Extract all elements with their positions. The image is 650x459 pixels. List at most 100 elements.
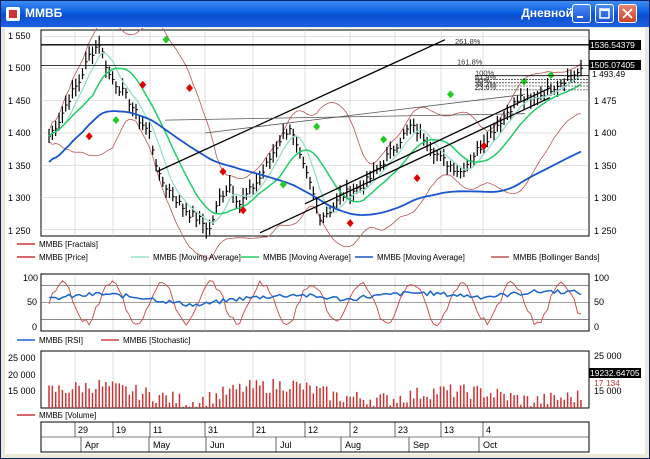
- x-month-label: Jun: [210, 440, 225, 450]
- maximize-icon: [599, 8, 610, 19]
- x-day-label: 12: [308, 425, 318, 435]
- bollinger-line: [48, 20, 582, 180]
- volume-tick: 25 000: [8, 353, 36, 363]
- channel-mid: [304, 87, 551, 205]
- price-tick-right: 1 400: [594, 128, 617, 138]
- volume-tick-right: 15 000: [594, 386, 622, 396]
- label-box: [589, 40, 641, 50]
- legend-price: ММВБ [Price]: [39, 253, 88, 262]
- stochastic-line: [48, 279, 582, 327]
- volume-tick-right: 25 000: [594, 351, 622, 361]
- x-day-label: 21: [256, 425, 266, 435]
- fractal-marker: [279, 180, 287, 189]
- x-day-label: 11: [153, 425, 162, 435]
- volume-tick: 20 000: [8, 370, 36, 380]
- fractal-marker: [139, 80, 147, 89]
- price-tick: 1 350: [8, 161, 31, 171]
- moving-averages: [48, 51, 582, 224]
- x-month-label: May: [153, 440, 171, 450]
- fib-label: 23.6%: [475, 83, 497, 92]
- minimize-button[interactable]: [572, 4, 591, 23]
- volume-label-box: [589, 368, 641, 378]
- x-axis: 29 19 11 31 21 12 2 23 13 4 Apr May Jun Jul Aug Sep Oct: [41, 422, 589, 452]
- osc-tick-right: 50: [594, 297, 604, 307]
- channel-upper: [156, 39, 446, 173]
- close-icon: [622, 8, 633, 19]
- close-button[interactable]: [618, 4, 637, 23]
- volume-legend: ММВБ [Volume]: [17, 411, 96, 420]
- x-day-label: 19: [116, 425, 126, 435]
- fib-label: 100%: [475, 68, 495, 77]
- x-month-label: Oct: [483, 440, 498, 450]
- price-tick-right: 1 350: [594, 161, 617, 171]
- x-month-label: Apr: [85, 440, 99, 450]
- fractal-marker: [413, 174, 421, 183]
- x-day-label: 4: [486, 425, 491, 435]
- x-day-label: 29: [78, 425, 88, 435]
- fractal-marker: [346, 219, 354, 228]
- osc-tick-right: 0: [594, 322, 599, 332]
- x-day-label: 31: [208, 425, 218, 435]
- fractal-marker: [447, 90, 455, 99]
- support-line: [204, 93, 526, 134]
- legend-ma-slow: ММВБ [Moving Average]: [377, 253, 465, 262]
- volume-bars: [48, 379, 582, 408]
- price-tick: 1 300: [8, 193, 31, 203]
- chart-area[interactable]: 261.8% 161.8% 100% 61.8% 50% 38.2% 23.6% 1 550…: [5, 20, 645, 454]
- fib-label: 38.2%: [475, 79, 497, 88]
- title-bar[interactable]: ММВБ Дневной: [1, 1, 649, 27]
- osc-tick: 0: [32, 322, 37, 332]
- fractal-marker: [85, 132, 93, 141]
- price-y-axis-left: 1 550 1 500 1 450 1 400 1 350 1 300 1 25…: [8, 31, 31, 236]
- price-tick-right: 1 300: [594, 193, 617, 203]
- volume-current-label: 17 134: [594, 378, 620, 388]
- label-box-text: 1536.54379: [590, 40, 635, 50]
- fib-label: 61.8%: [475, 73, 497, 82]
- legend-fractals: ММВБ [Fractals]: [39, 240, 98, 249]
- trend-channels: [156, 39, 551, 234]
- current-price-label: 1 493.49: [592, 69, 625, 79]
- fibonacci-levels: 261.8% 161.8% 100%61.8%50%38.2%23.6%: [41, 37, 589, 92]
- fractal-marker: [547, 71, 555, 80]
- x-month-label: Jul: [280, 440, 292, 450]
- moving-average-line: [48, 51, 582, 224]
- x-month-label: Aug: [345, 440, 361, 450]
- fractal-marker: [239, 206, 247, 215]
- fib-label: 261.8%: [455, 37, 481, 46]
- osc-y-axis: 100 50 0 100 50 0: [23, 273, 609, 332]
- x-day-label: 13: [444, 425, 454, 435]
- label-box: [589, 60, 641, 70]
- fractal-marker: [162, 35, 170, 44]
- oscillator-lines: [41, 279, 589, 327]
- period-label: Дневной: [521, 6, 573, 20]
- moving-average-line: [48, 110, 582, 216]
- volume-label-text: 19232.64705: [590, 368, 640, 378]
- window-title: ММВБ: [25, 6, 63, 20]
- fractal-marker: [520, 77, 528, 86]
- volume-tick: 15 000: [8, 386, 36, 396]
- legend-rsi: ММВБ [RSI]: [39, 336, 83, 345]
- minimize-icon: [577, 16, 583, 18]
- x-day-label: 2: [353, 425, 358, 435]
- channel-lower: [259, 97, 551, 234]
- fractal-marker: [313, 122, 321, 131]
- fib-label: 50%: [475, 76, 490, 85]
- price-tick-right: 1 475: [594, 96, 617, 106]
- app-icon: [6, 7, 20, 21]
- price-y-axis-right: 1 475 1 400 1 350 1 300 1 250: [594, 96, 617, 236]
- price-tick: 1 550: [8, 31, 31, 41]
- price-legend: ММВБ [Fractals] ММВБ [Price] ММВБ [Movin…: [17, 240, 600, 262]
- legend-bollinger: ММВБ [Bollinger Bands]: [513, 253, 600, 262]
- legend-volume: ММВБ [Volume]: [39, 411, 96, 420]
- x-day-label: 23: [398, 425, 408, 435]
- price-tick: 1 500: [8, 63, 31, 73]
- bollinger-bands: [48, 20, 582, 259]
- fib-label: 161.8%: [457, 57, 483, 66]
- moving-average-line: [48, 67, 582, 215]
- maximize-button[interactable]: [595, 4, 614, 23]
- price-tick: 1 400: [8, 128, 31, 138]
- chart-canvas[interactable]: 261.8% 161.8% 100%61.8%50%38.2%23.6% 1 550…: [5, 20, 645, 454]
- price-tick-right: 1 250: [594, 226, 617, 236]
- fractal-marker: [112, 116, 120, 125]
